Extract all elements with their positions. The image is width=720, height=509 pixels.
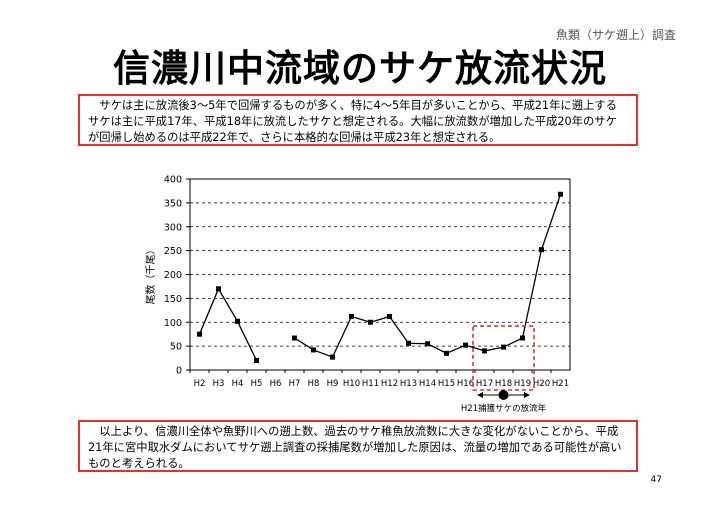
data-point (501, 344, 506, 350)
conclusion-text: 以上より、信濃川全体や魚野川への遡上数、過去のサケ稚魚放流数に大きな変化がないこ… (88, 425, 622, 470)
x-tick-label: H20 (533, 379, 550, 389)
range-annotation: H21捕獲サケの放流年 (461, 403, 547, 414)
data-point (235, 318, 240, 324)
y-tick-label: 150 (164, 294, 182, 305)
y-tick-label: 400 (164, 175, 182, 186)
data-point (330, 354, 335, 360)
conclusion-box: 以上より、信濃川全体や魚野川への遡上数、過去のサケ稚魚放流数に大きな変化がないこ… (78, 420, 638, 472)
data-point (368, 319, 373, 325)
x-tick-label: H8 (308, 379, 320, 389)
page-title: 信濃川中流域のサケ放流状況 (113, 47, 607, 90)
page-number: 47 (650, 475, 662, 485)
data-point (216, 286, 221, 292)
range-marker-dot (498, 390, 509, 400)
data-point (406, 340, 411, 346)
x-tick-label: H18 (495, 379, 512, 389)
x-tick-label: H16 (457, 379, 474, 389)
y-tick-label: 250 (164, 246, 182, 257)
section-tag: 魚類（サケ遡上）調査 (555, 28, 676, 42)
data-point (482, 348, 487, 354)
data-point (311, 347, 316, 353)
series-line (294, 194, 562, 358)
arrow-head-right (524, 392, 530, 398)
x-tick-label: H10 (343, 379, 360, 389)
x-tick-label: H7 (289, 379, 301, 389)
y-tick-label: 50 (170, 342, 182, 353)
x-tick-label: H19 (514, 379, 531, 389)
x-tick-label: H2 (194, 379, 206, 389)
series-line (198, 287, 258, 361)
x-tick-label: H12 (381, 379, 398, 389)
x-tick-label: H13 (400, 379, 417, 389)
arrow-head-left (477, 392, 483, 398)
data-point (520, 335, 525, 341)
y-tick-label: 0 (176, 366, 182, 377)
intro-text: サケは主に放流後3～5年で回帰するものが多く、特に4～5年目が多いことから、平成… (88, 99, 617, 144)
x-tick-label: H3 (213, 379, 225, 389)
data-point (197, 331, 202, 337)
x-tick-label: H17 (476, 379, 493, 389)
x-tick-label: H6 (270, 379, 282, 389)
x-tick-label: H14 (419, 379, 436, 389)
data-point (463, 342, 468, 348)
data-point (558, 191, 563, 197)
data-point (539, 247, 544, 253)
x-tick-label: H4 (232, 379, 244, 389)
data-point (425, 341, 430, 347)
data-point (292, 335, 297, 341)
y-axis-label: 尾数（千尾） (144, 245, 157, 305)
x-tick-label: H15 (438, 379, 455, 389)
data-point (444, 350, 449, 356)
y-tick-label: 300 (164, 222, 182, 233)
y-tick-label: 200 (164, 270, 182, 281)
x-tick-label: H9 (327, 379, 339, 389)
y-tick-label: 100 (164, 318, 182, 329)
x-tick-label: H5 (251, 379, 263, 389)
x-tick-label: H21 (552, 379, 569, 389)
intro-box: サケは主に放流後3～5年で回帰するものが多く、特に4～5年目が多いことから、平成… (78, 94, 638, 146)
x-tick-label: H11 (362, 379, 379, 389)
y-tick-label: 350 (164, 198, 182, 209)
data-point (349, 314, 354, 320)
data-point (387, 314, 392, 320)
data-point (254, 357, 259, 363)
